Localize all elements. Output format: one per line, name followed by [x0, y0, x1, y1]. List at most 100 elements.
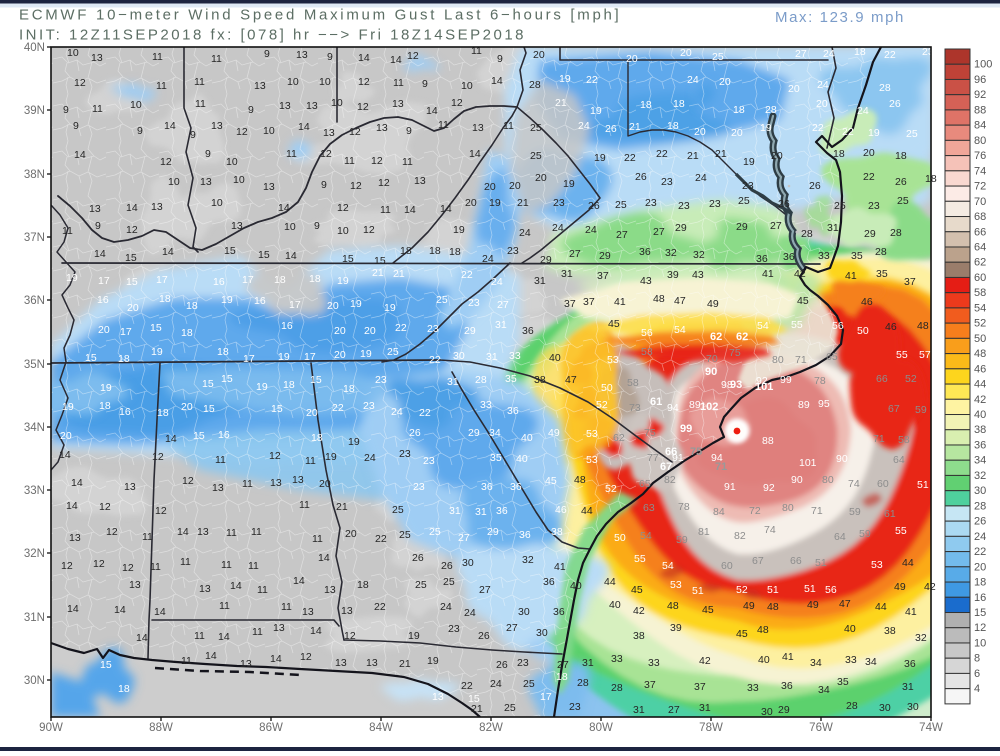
svg-text:23: 23 — [517, 657, 529, 669]
svg-text:22: 22 — [656, 148, 668, 160]
svg-text:55: 55 — [791, 319, 803, 331]
svg-text:23: 23 — [742, 180, 754, 192]
svg-text:30: 30 — [462, 557, 474, 569]
svg-text:21: 21 — [715, 148, 727, 160]
svg-text:11: 11 — [142, 531, 153, 543]
svg-text:41: 41 — [905, 606, 917, 618]
svg-text:45: 45 — [702, 604, 714, 616]
svg-text:40: 40 — [549, 352, 561, 364]
svg-text:27: 27 — [653, 226, 665, 238]
svg-text:12: 12 — [269, 450, 281, 462]
svg-text:26: 26 — [496, 659, 508, 671]
svg-text:91: 91 — [672, 452, 684, 464]
svg-text:9: 9 — [73, 120, 79, 132]
svg-text:61: 61 — [884, 508, 896, 520]
svg-text:59: 59 — [676, 534, 688, 546]
svg-text:18: 18 — [357, 579, 369, 591]
svg-text:56: 56 — [641, 327, 653, 339]
svg-text:17: 17 — [304, 351, 316, 363]
svg-text:52: 52 — [974, 318, 986, 330]
svg-text:23: 23 — [922, 46, 934, 58]
svg-text:13: 13 — [129, 579, 141, 591]
svg-text:90: 90 — [705, 366, 717, 378]
svg-text:48: 48 — [757, 624, 769, 636]
svg-text:12: 12 — [350, 180, 362, 192]
svg-text:18: 18 — [733, 104, 745, 116]
svg-text:22: 22 — [586, 74, 598, 86]
svg-text:26: 26 — [441, 560, 453, 572]
svg-text:32: 32 — [665, 247, 677, 259]
svg-text:14: 14 — [440, 203, 452, 215]
svg-text:44: 44 — [974, 379, 986, 391]
svg-text:24: 24 — [578, 120, 590, 132]
svg-text:26: 26 — [635, 171, 647, 183]
svg-text:16: 16 — [119, 406, 131, 418]
svg-text:23: 23 — [553, 197, 565, 209]
svg-text:8: 8 — [974, 653, 980, 665]
svg-text:76W: 76W — [809, 722, 833, 734]
svg-text:50: 50 — [857, 325, 869, 337]
svg-text:80W: 80W — [589, 722, 613, 734]
svg-text:11: 11 — [180, 556, 191, 568]
svg-text:18: 18 — [157, 407, 169, 419]
svg-text:17: 17 — [540, 691, 552, 703]
svg-text:51: 51 — [767, 584, 779, 596]
svg-text:26: 26 — [412, 552, 424, 564]
svg-text:56: 56 — [825, 584, 837, 596]
svg-text:18: 18 — [854, 46, 866, 58]
svg-text:20: 20 — [694, 126, 706, 138]
svg-text:22: 22 — [419, 407, 431, 419]
svg-text:13: 13 — [366, 657, 378, 669]
svg-text:47: 47 — [674, 295, 686, 307]
svg-text:45: 45 — [797, 295, 809, 307]
svg-text:20: 20 — [719, 76, 731, 88]
svg-text:10: 10 — [337, 225, 349, 237]
svg-text:31: 31 — [633, 704, 645, 716]
svg-text:20: 20 — [788, 83, 800, 95]
svg-text:36: 36 — [974, 440, 986, 452]
svg-text:13: 13 — [341, 605, 353, 617]
svg-text:49: 49 — [807, 599, 819, 611]
svg-text:20: 20 — [306, 407, 318, 419]
svg-text:15: 15 — [221, 373, 233, 385]
svg-text:31: 31 — [902, 681, 914, 693]
svg-text:20: 20 — [533, 49, 545, 61]
svg-text:15: 15 — [374, 255, 386, 267]
svg-text:60: 60 — [877, 478, 889, 490]
svg-text:10: 10 — [130, 99, 142, 111]
svg-text:43: 43 — [692, 269, 704, 281]
svg-text:36: 36 — [519, 529, 531, 541]
svg-text:24: 24 — [695, 172, 707, 184]
svg-text:43: 43 — [640, 275, 652, 287]
svg-text:58: 58 — [974, 287, 986, 299]
svg-text:20: 20 — [680, 47, 692, 59]
svg-text:62: 62 — [613, 432, 625, 444]
svg-text:15: 15 — [342, 253, 354, 265]
svg-text:12: 12 — [363, 224, 375, 236]
svg-text:32N: 32N — [24, 548, 45, 560]
svg-text:31: 31 — [495, 319, 507, 331]
svg-text:20: 20 — [181, 401, 193, 413]
svg-text:18: 18 — [118, 353, 130, 365]
svg-text:25: 25 — [415, 579, 427, 591]
svg-text:54: 54 — [674, 324, 686, 336]
svg-text:52: 52 — [605, 483, 617, 495]
svg-text:20: 20 — [509, 180, 521, 192]
svg-text:18: 18 — [974, 577, 986, 589]
svg-text:12: 12 — [320, 148, 332, 160]
svg-text:27: 27 — [668, 704, 680, 716]
svg-text:21: 21 — [687, 150, 699, 162]
svg-text:12: 12 — [358, 76, 370, 88]
svg-text:74W: 74W — [919, 722, 943, 734]
svg-text:19: 19 — [563, 178, 575, 190]
svg-text:19: 19 — [348, 436, 360, 448]
svg-text:28: 28 — [577, 677, 589, 689]
svg-text:9: 9 — [497, 53, 503, 65]
svg-text:21: 21 — [393, 268, 405, 280]
svg-text:22: 22 — [429, 354, 441, 366]
svg-text:49: 49 — [707, 298, 719, 310]
svg-text:14: 14 — [136, 632, 148, 644]
svg-text:25: 25 — [530, 122, 542, 134]
svg-text:45: 45 — [608, 318, 620, 330]
svg-text:32: 32 — [915, 632, 927, 644]
